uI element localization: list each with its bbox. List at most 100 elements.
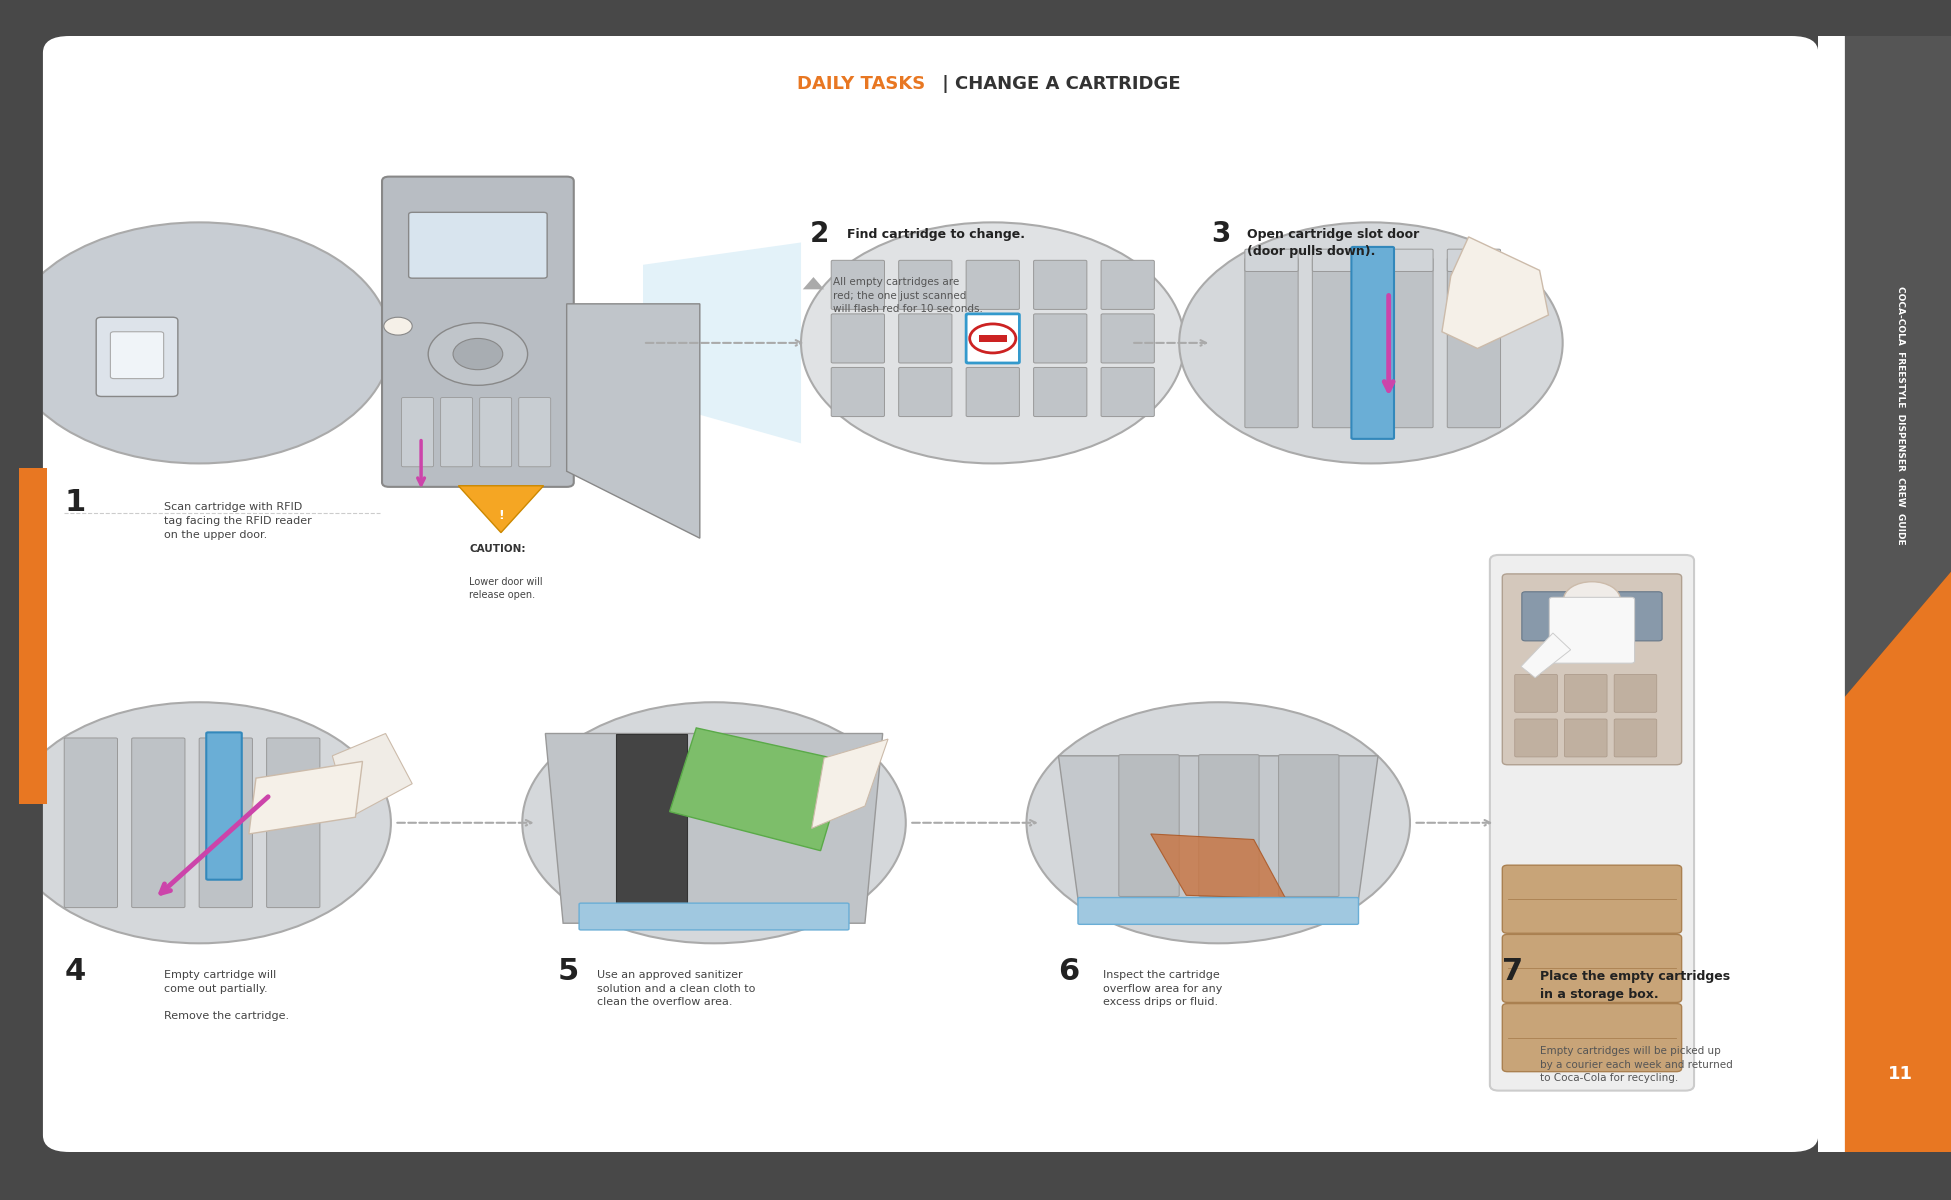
FancyBboxPatch shape [267,738,320,907]
Text: 4: 4 [64,956,86,985]
FancyBboxPatch shape [1522,592,1662,641]
FancyBboxPatch shape [43,36,1818,1152]
Text: Place the empty cartridges
in a storage box.: Place the empty cartridges in a storage … [1539,970,1731,1001]
FancyBboxPatch shape [1502,865,1682,934]
FancyBboxPatch shape [1613,719,1656,757]
FancyBboxPatch shape [1379,250,1434,271]
FancyBboxPatch shape [1034,314,1087,362]
Polygon shape [812,739,888,828]
FancyBboxPatch shape [1313,250,1366,271]
Polygon shape [566,304,700,538]
Polygon shape [546,733,882,923]
FancyBboxPatch shape [207,732,242,880]
FancyBboxPatch shape [1245,258,1297,427]
FancyBboxPatch shape [1198,755,1258,896]
FancyBboxPatch shape [1514,674,1557,713]
FancyBboxPatch shape [1565,719,1608,757]
FancyBboxPatch shape [899,367,952,416]
Polygon shape [1522,634,1571,678]
Circle shape [1178,222,1563,463]
Text: Scan cartridge with RFID
tag facing the RFID reader
on the upper door.: Scan cartridge with RFID tag facing the … [164,503,312,540]
Polygon shape [802,277,823,289]
Text: Empty cartridges will be picked up
by a courier each week and returned
to Coca-C: Empty cartridges will be picked up by a … [1539,1046,1732,1084]
Bar [617,733,687,906]
Text: Lower door will
release open.: Lower door will release open. [468,577,542,600]
Text: 11: 11 [1889,1064,1914,1082]
Polygon shape [1818,571,1951,1152]
FancyBboxPatch shape [480,397,511,467]
FancyBboxPatch shape [1502,1003,1682,1072]
FancyBboxPatch shape [96,317,178,396]
FancyBboxPatch shape [831,367,884,416]
Polygon shape [1818,36,1951,728]
FancyBboxPatch shape [1034,367,1087,416]
FancyBboxPatch shape [1565,674,1608,713]
Text: 2: 2 [810,220,829,248]
FancyBboxPatch shape [1118,755,1178,896]
FancyBboxPatch shape [1448,250,1500,271]
Polygon shape [250,762,363,834]
Circle shape [1563,582,1621,618]
Text: Open cartridge slot door
(door pulls down).: Open cartridge slot door (door pulls dow… [1247,228,1418,258]
Text: 1: 1 [64,488,86,517]
FancyBboxPatch shape [402,397,433,467]
Polygon shape [669,728,847,851]
Text: 7: 7 [1502,956,1524,985]
FancyBboxPatch shape [1549,598,1635,664]
Text: Inspect the cartridge
overflow area for any
excess drips or fluid.: Inspect the cartridge overflow area for … [1102,970,1221,1007]
FancyBboxPatch shape [1352,247,1395,439]
FancyBboxPatch shape [1278,755,1338,896]
Bar [979,335,1007,342]
FancyBboxPatch shape [1613,674,1656,713]
FancyBboxPatch shape [966,314,1020,362]
FancyBboxPatch shape [382,176,574,487]
FancyBboxPatch shape [579,904,849,930]
FancyBboxPatch shape [1245,250,1297,271]
Text: CAUTION:: CAUTION: [468,544,525,553]
FancyBboxPatch shape [966,260,1020,310]
Circle shape [427,323,527,385]
FancyBboxPatch shape [1034,260,1087,310]
Text: All empty cartridges are
red; the one just scanned
will flash red for 10 seconds: All empty cartridges are red; the one ju… [833,277,983,314]
FancyBboxPatch shape [408,212,546,278]
FancyBboxPatch shape [1313,258,1366,427]
FancyBboxPatch shape [1448,258,1500,427]
Circle shape [970,324,1016,353]
Polygon shape [1151,834,1286,899]
FancyBboxPatch shape [1379,258,1434,427]
Polygon shape [1442,236,1549,348]
FancyBboxPatch shape [64,738,117,907]
FancyBboxPatch shape [133,738,185,907]
FancyBboxPatch shape [1100,367,1155,416]
FancyBboxPatch shape [1100,260,1155,310]
FancyBboxPatch shape [111,331,164,379]
FancyBboxPatch shape [899,260,952,310]
Text: 5: 5 [558,956,579,985]
Circle shape [8,702,390,943]
FancyBboxPatch shape [199,738,252,907]
Polygon shape [332,733,412,817]
Circle shape [453,338,503,370]
Text: 6: 6 [1059,956,1079,985]
FancyBboxPatch shape [831,260,884,310]
Circle shape [384,317,412,335]
FancyBboxPatch shape [1502,935,1682,1002]
FancyBboxPatch shape [1752,36,1846,1152]
Text: | CHANGE A CARTRIDGE: | CHANGE A CARTRIDGE [936,76,1180,94]
Text: COCA-COLA  FREESTYLE  DISPENSER  CREW  GUIDE: COCA-COLA FREESTYLE DISPENSER CREW GUIDE [1896,286,1904,545]
Circle shape [523,702,905,943]
FancyBboxPatch shape [831,314,884,362]
Polygon shape [1059,756,1377,912]
FancyBboxPatch shape [966,367,1020,416]
FancyBboxPatch shape [899,314,952,362]
Text: 3: 3 [1212,220,1231,248]
Text: !: ! [498,509,503,522]
Text: Find cartridge to change.: Find cartridge to change. [847,228,1024,241]
Text: Use an approved sanitizer
solution and a clean cloth to
clean the overflow area.: Use an approved sanitizer solution and a… [597,970,755,1007]
FancyBboxPatch shape [519,397,550,467]
FancyBboxPatch shape [1502,574,1682,764]
FancyBboxPatch shape [1100,314,1155,362]
FancyBboxPatch shape [1079,898,1358,924]
Circle shape [8,222,390,463]
Polygon shape [458,486,544,533]
